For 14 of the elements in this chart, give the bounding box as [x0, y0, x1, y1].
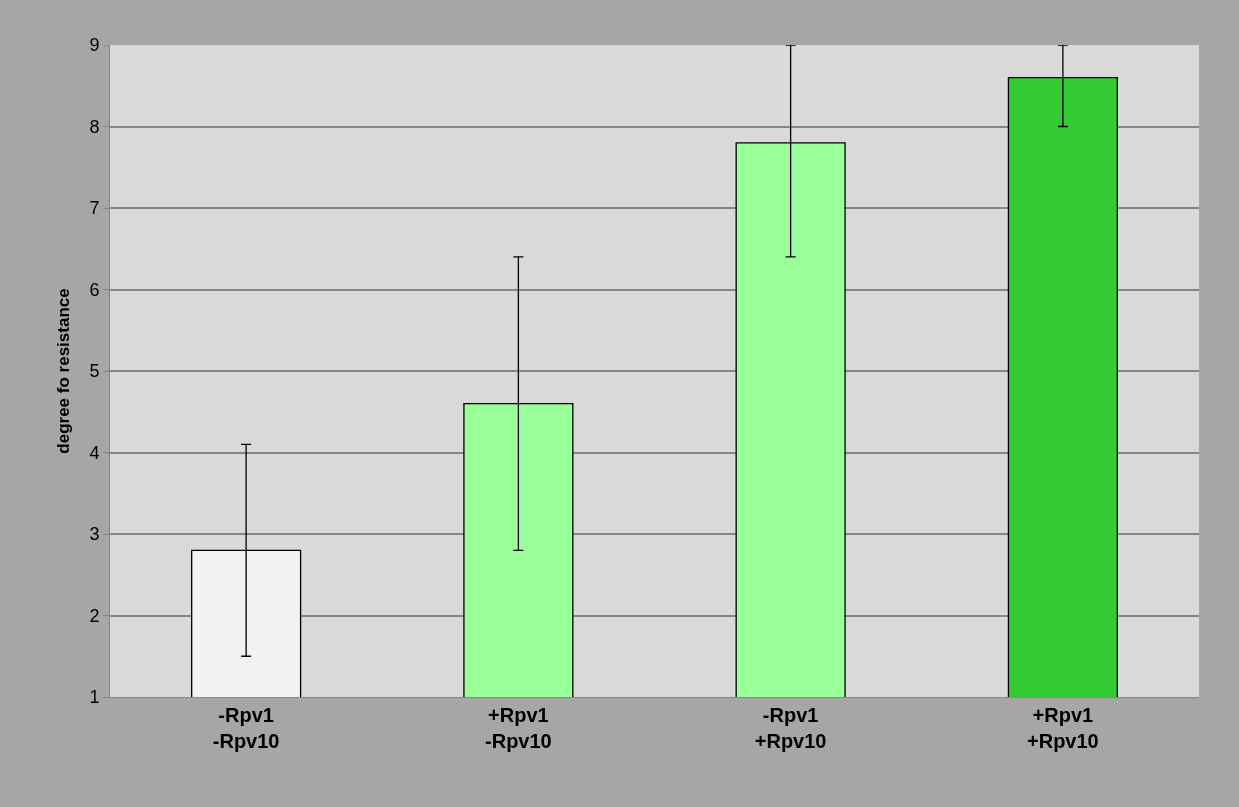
x-tick-label: +Rpv1 +Rpv10: [1027, 704, 1099, 752]
y-axis-title: degree fo resistance: [53, 288, 73, 454]
y-tick-label: 7: [89, 198, 100, 219]
y-tick-label: 3: [89, 524, 100, 545]
y-tick-label: 6: [89, 279, 100, 300]
y-tick-label: 8: [89, 116, 100, 137]
x-tick-label: -Rpv1 -Rpv10: [212, 704, 280, 752]
y-tick-label: 2: [89, 605, 100, 626]
x-tick-label: -Rpv1 +Rpv10: [754, 704, 827, 752]
y-tick-label: 1: [89, 687, 100, 708]
y-tick-label: 4: [89, 442, 100, 463]
x-tick-label: +Rpv1 -Rpv10: [485, 704, 552, 752]
y-tick-label: 9: [89, 35, 100, 56]
y-tick-label: 5: [89, 361, 100, 382]
